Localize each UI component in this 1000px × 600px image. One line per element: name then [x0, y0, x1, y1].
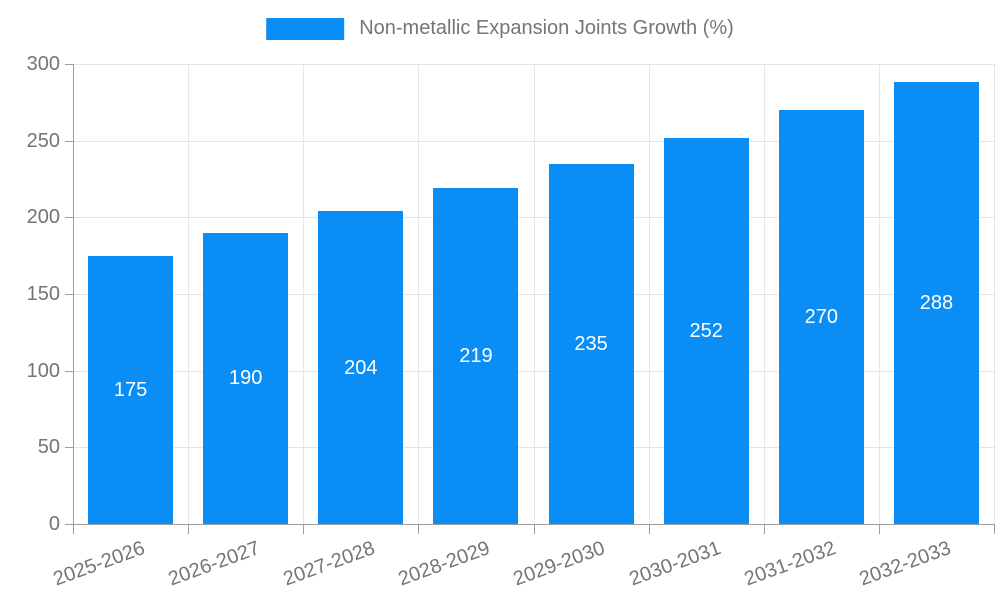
x-gridline — [648, 64, 650, 524]
x-tick-label: 2026-2027 — [165, 537, 263, 591]
x-gridline — [994, 64, 995, 524]
y-tick — [65, 524, 73, 525]
bar-value-label: 252 — [689, 319, 723, 342]
bar[interactable]: 175 — [88, 255, 174, 524]
bar[interactable]: 288 — [893, 82, 979, 524]
y-tick-label: 100 — [26, 359, 60, 382]
x-tick-label: 2027-2028 — [280, 537, 378, 591]
bar-value-label: 288 — [919, 292, 954, 315]
x-axis-line — [73, 524, 994, 525]
x-tick — [648, 524, 650, 534]
x-gridline — [418, 64, 420, 524]
bar-value-label: 270 — [804, 306, 838, 328]
bar-value-label: 175 — [113, 378, 148, 401]
x-gridline — [303, 64, 305, 524]
x-tick-label: 2030-2031 — [625, 537, 724, 591]
bar-value-label: 204 — [344, 356, 378, 379]
bar[interactable]: 252 — [663, 137, 749, 524]
y-tick — [65, 294, 73, 295]
y-tick-label: 150 — [26, 283, 60, 305]
y-tick — [65, 447, 73, 449]
x-tick — [878, 524, 880, 534]
bar[interactable]: 204 — [318, 211, 404, 524]
x-tick-label: 2025-2026 — [50, 537, 148, 591]
y-tick-label: 200 — [26, 206, 60, 229]
x-tick — [188, 524, 190, 534]
bar[interactable]: 270 — [778, 110, 864, 524]
legend-label: Non-metallic Expansion Joints Growth (%) — [359, 17, 734, 39]
bar[interactable]: 219 — [433, 188, 519, 524]
x-tick-label: 2029-2030 — [510, 537, 609, 591]
x-gridline — [188, 64, 190, 524]
x-tick-label: 2031-2032 — [741, 537, 839, 591]
x-tick — [533, 524, 535, 534]
x-tick — [418, 524, 420, 534]
legend-item[interactable]: Non-metallic Expansion Joints Growth (%) — [266, 17, 734, 40]
x-tick — [763, 524, 765, 534]
x-tick-label: 2032-2033 — [856, 537, 954, 591]
y-tick-label: 300 — [26, 53, 60, 75]
y-tick — [65, 64, 73, 65]
bar[interactable]: 190 — [203, 232, 289, 524]
bar-value-label: 235 — [574, 332, 608, 355]
y-tick-label: 250 — [26, 129, 60, 152]
bar[interactable]: 235 — [548, 163, 634, 524]
y-axis-line — [73, 64, 74, 534]
x-gridline — [763, 64, 765, 524]
x-gridline — [533, 64, 535, 524]
x-gridline — [878, 64, 880, 524]
y-tick — [65, 140, 73, 142]
x-tick — [994, 524, 995, 534]
x-tick — [303, 524, 305, 534]
legend-swatch — [266, 17, 345, 40]
bar-value-label: 219 — [459, 345, 493, 368]
x-tick-label: 2028-2029 — [395, 537, 494, 591]
bar-value-label: 190 — [229, 367, 263, 390]
y-tick-label: 0 — [48, 513, 60, 535]
y-tick — [65, 370, 73, 372]
y-tick-label: 50 — [37, 436, 60, 459]
y-tick — [65, 217, 73, 219]
